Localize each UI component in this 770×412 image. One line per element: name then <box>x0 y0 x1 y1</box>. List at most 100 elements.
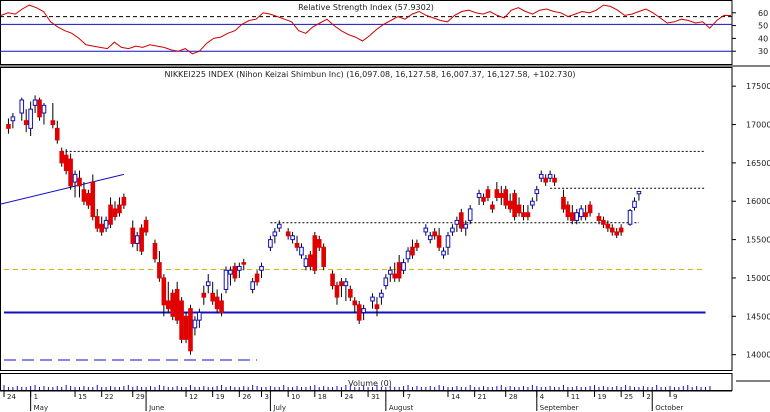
candle-body <box>276 223 282 229</box>
price-panel: 14000 14500 15000 15500 16000 16500 17000 17500… <box>0 67 770 371</box>
candle-body <box>423 227 429 233</box>
candle-body <box>268 239 273 248</box>
candle-body <box>459 212 464 229</box>
candle-body <box>481 196 486 202</box>
candle-body <box>32 99 38 106</box>
price-ytick-label: 15000 <box>746 274 770 283</box>
date-tick-label: 26 <box>242 393 251 401</box>
date-tick-label: 31 <box>371 393 380 401</box>
candle-body <box>241 262 247 265</box>
candle-body <box>117 204 122 214</box>
candle-body <box>223 269 229 290</box>
date-tick-label: 25 <box>624 393 633 401</box>
candle-body <box>237 265 242 271</box>
candle-body <box>552 177 557 183</box>
candle-body <box>232 265 238 279</box>
candle-body <box>108 204 113 225</box>
candle-body <box>543 177 548 183</box>
candle-body <box>339 281 344 287</box>
date-tick-label: 2 <box>646 393 650 401</box>
candle-body <box>312 235 318 271</box>
candle-body <box>490 204 495 210</box>
month-label: August <box>389 404 414 412</box>
candle-body <box>454 219 460 225</box>
candle-body <box>512 193 517 218</box>
candle-body <box>63 154 69 172</box>
candle-body <box>334 285 340 298</box>
candle-body <box>547 173 553 179</box>
candle-body <box>356 304 362 321</box>
candle-body <box>259 265 264 271</box>
date-tick-label: 15 <box>78 393 87 401</box>
rsi-panel: 30 40 50 60 Relative Strength Index (57.9302… <box>0 0 768 65</box>
price-ytick-label: 17500 <box>746 82 770 91</box>
candle-body <box>383 277 389 287</box>
candle-body <box>618 227 624 233</box>
candle-body <box>54 127 60 141</box>
candle-body <box>605 223 611 229</box>
candle-body <box>165 300 171 310</box>
candle-body <box>370 296 375 302</box>
candle-body <box>161 277 167 306</box>
candle-body <box>290 235 295 241</box>
candle-body <box>272 231 278 237</box>
candle-body <box>139 227 144 252</box>
date-tick-label: 1 <box>34 393 38 401</box>
candle-body <box>68 158 73 187</box>
candle-body <box>392 273 398 279</box>
candle-body <box>414 242 420 248</box>
candle-body <box>19 99 25 114</box>
candle-body <box>583 212 588 218</box>
candle-body <box>99 223 104 233</box>
candle-body <box>250 281 255 290</box>
rsi-ytick-label: 60 <box>758 9 768 18</box>
candle-body <box>379 292 384 298</box>
candle-body <box>28 108 33 129</box>
candle-body <box>516 204 522 214</box>
candle-body <box>627 209 633 225</box>
month-label: July <box>272 404 286 412</box>
candle-body <box>614 231 620 236</box>
date-tick-label: 11 <box>571 393 580 401</box>
candle-body <box>636 190 642 195</box>
candle-body <box>201 292 207 298</box>
candle-body <box>50 120 56 126</box>
candle-body <box>81 189 87 202</box>
date-tick-label: 10 <box>291 393 300 401</box>
date-tick-label: 18 <box>318 393 327 401</box>
candle-body <box>188 308 193 352</box>
candle-body <box>445 235 451 248</box>
candle-body <box>361 308 366 313</box>
date-tick-label: 12 <box>189 393 198 401</box>
candle-body <box>587 204 593 214</box>
date-tick-label: 7 <box>407 393 411 401</box>
candle-body <box>205 281 211 287</box>
candle-body <box>294 242 300 248</box>
date-tick-label: 24 <box>344 393 353 401</box>
candle-body <box>254 273 260 283</box>
date-tick-label: 22 <box>105 393 114 401</box>
candle-body <box>299 246 304 256</box>
candle-body <box>525 212 531 218</box>
candle-body <box>578 208 584 218</box>
candle-body <box>179 300 184 340</box>
candle-body <box>143 219 149 233</box>
candle-body <box>90 181 96 218</box>
candle-body <box>321 246 326 267</box>
candle-body <box>130 227 136 244</box>
candle-body <box>214 296 220 310</box>
candle-body <box>37 99 42 118</box>
rsi-ytick-label: 40 <box>758 34 768 43</box>
candle-body <box>485 189 491 198</box>
candle-body <box>538 173 544 179</box>
volume-title: Volume (0) <box>348 379 392 388</box>
candle-body <box>601 219 606 225</box>
rsi-ytick-label: 30 <box>758 47 768 56</box>
date-axis: 24 1 15 22 29 12 19 26 3 10 18 24 31 7 14 21 28 4 11 19 25 2 9… <box>0 390 732 412</box>
candle-body <box>121 196 127 206</box>
candle-body <box>210 292 215 302</box>
candle-body <box>152 242 158 260</box>
candle-body <box>507 200 513 210</box>
